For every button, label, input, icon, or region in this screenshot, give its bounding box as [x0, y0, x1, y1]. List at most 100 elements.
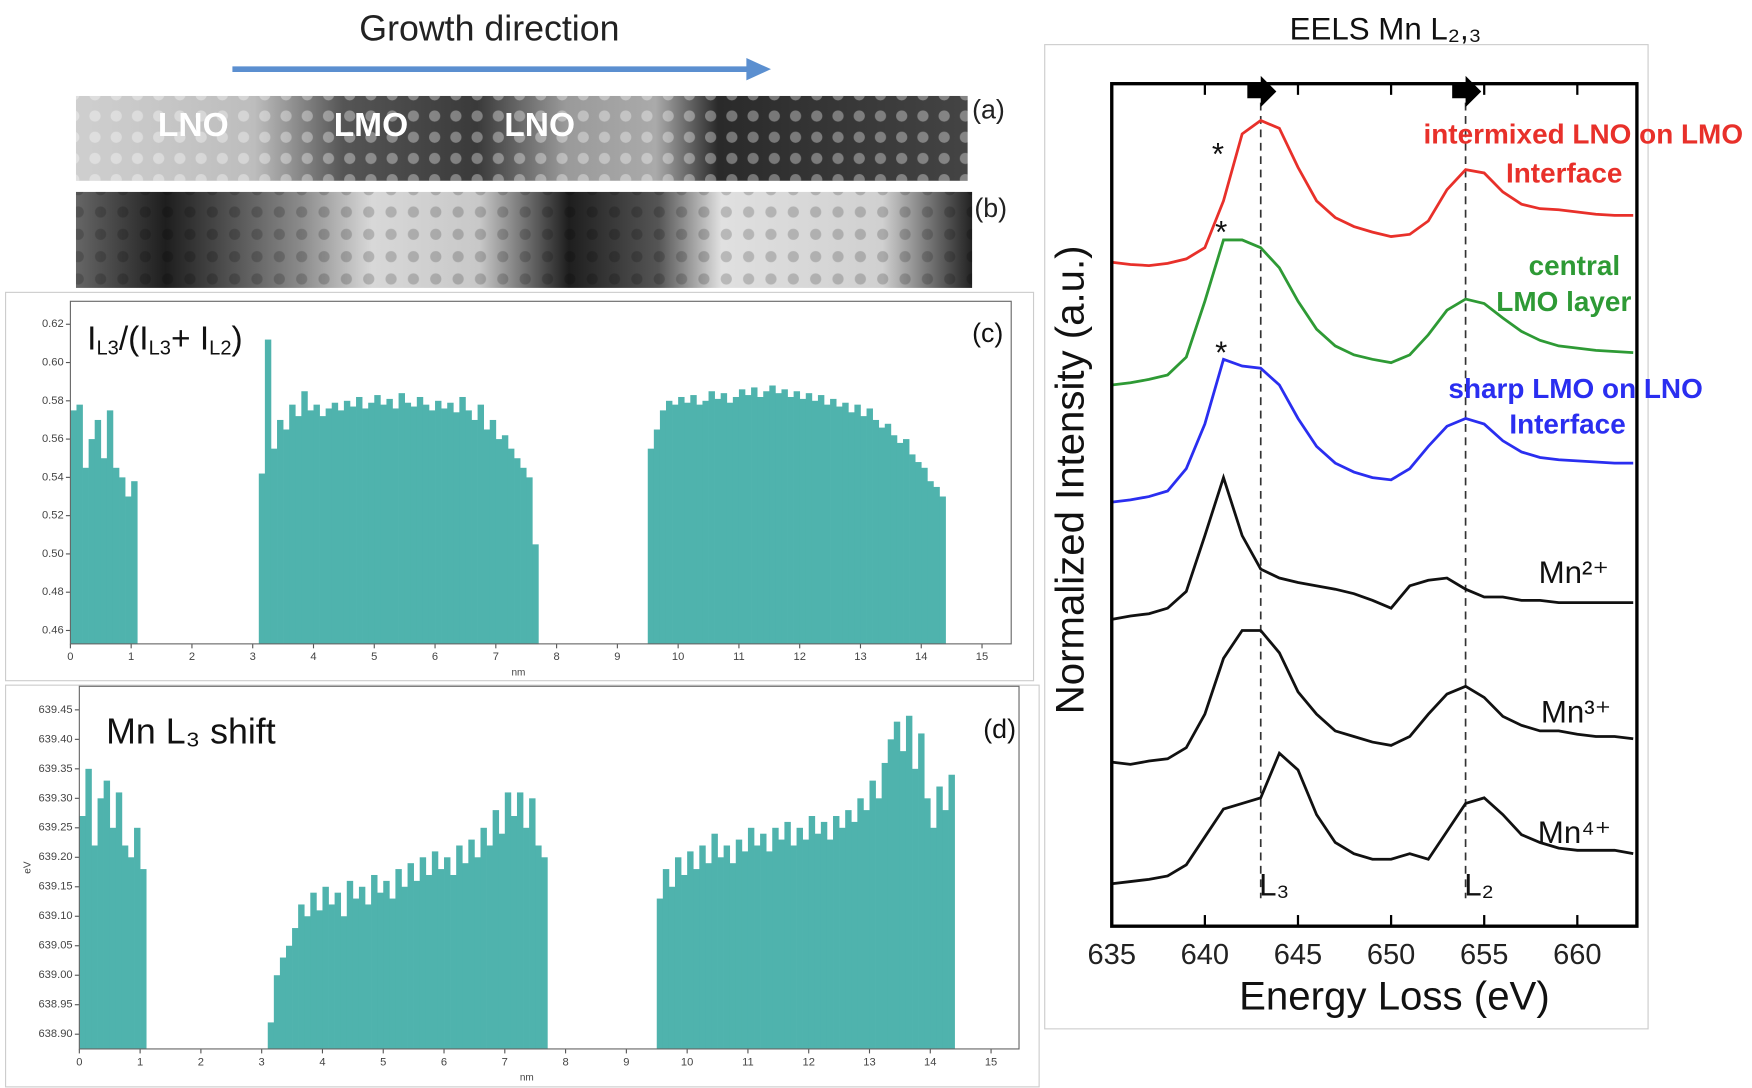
- bar: [109, 827, 117, 1049]
- x-tick-label: 15: [976, 651, 988, 663]
- title-part: L3: [96, 338, 118, 360]
- bar: [814, 833, 822, 1049]
- bar: [337, 410, 345, 644]
- bar: [277, 419, 284, 644]
- bar: [778, 839, 785, 1049]
- bar: [91, 845, 98, 1049]
- bar: [112, 467, 120, 644]
- x-tick-label: 640: [1181, 939, 1229, 971]
- x-tick-label: 14: [915, 651, 927, 663]
- bar: [854, 404, 861, 644]
- bar: [131, 481, 138, 644]
- bar: [340, 916, 348, 1049]
- bar: [824, 404, 831, 644]
- y-tick-label: 639.45: [38, 704, 72, 716]
- bar: [292, 928, 299, 1049]
- bar: [535, 845, 542, 1049]
- bar: [270, 448, 278, 644]
- y-tick-label: 0.54: [42, 471, 64, 483]
- bar: [316, 910, 323, 1049]
- bar: [751, 387, 758, 644]
- bar: [754, 845, 761, 1049]
- y-tick-label: 639.00: [38, 969, 72, 981]
- spectrum-line: [1111, 750, 1634, 886]
- bar: [884, 423, 892, 644]
- bar: [410, 406, 418, 644]
- bar: [948, 774, 955, 1049]
- bar: [343, 400, 351, 644]
- bar: [356, 396, 363, 644]
- series-label: LMO layer: [1496, 286, 1631, 317]
- y-tick-label: 639.05: [38, 940, 72, 952]
- x-tick-label: 7: [493, 651, 499, 663]
- panel-label: (b): [974, 193, 1007, 223]
- y-tick-label: 0.58: [42, 395, 64, 407]
- bar: [471, 419, 478, 644]
- y-tick-label: 639.15: [38, 881, 72, 893]
- bar: [331, 402, 339, 644]
- bar: [349, 406, 357, 644]
- bar: [456, 845, 463, 1049]
- bar: [893, 721, 901, 1049]
- bar: [887, 739, 895, 1049]
- x-tick-label: 655: [1460, 939, 1508, 971]
- bar: [747, 827, 755, 1049]
- bar: [398, 393, 405, 644]
- bar: [656, 898, 664, 1049]
- bar: [933, 486, 940, 644]
- bar: [863, 810, 870, 1049]
- y-tick-label: 0.60: [42, 356, 64, 368]
- bar: [927, 481, 934, 644]
- bar: [459, 396, 466, 644]
- bar: [738, 389, 746, 644]
- bar: [441, 408, 448, 644]
- bar: [462, 863, 469, 1049]
- bar: [395, 869, 402, 1049]
- panel-d-frame: [5, 684, 1040, 1088]
- series-label: sharp LMO on LNO: [1448, 373, 1702, 404]
- bar: [775, 393, 782, 644]
- bar: [425, 874, 433, 1049]
- bar: [802, 839, 810, 1049]
- bar: [699, 845, 706, 1049]
- x-tick-label: 13: [863, 1056, 875, 1068]
- y-tick-label: 638.90: [38, 1028, 72, 1040]
- bar: [88, 439, 96, 644]
- bar: [413, 880, 421, 1049]
- y-axis-label: eV: [23, 861, 34, 874]
- bar: [477, 404, 485, 644]
- bar: [416, 396, 424, 644]
- bar: [836, 406, 843, 644]
- bar: [106, 410, 114, 644]
- title-part: I: [87, 320, 96, 357]
- bar: [504, 792, 512, 1049]
- bar: [799, 398, 807, 644]
- growth-arrow-head: [746, 58, 771, 81]
- bar: [890, 435, 898, 644]
- bar: [498, 833, 506, 1049]
- x-tick-label: 9: [623, 1056, 629, 1068]
- x-tick-label: 0: [67, 651, 73, 663]
- bar: [389, 898, 396, 1049]
- bar: [380, 404, 387, 644]
- bar: [486, 845, 493, 1049]
- bar: [541, 857, 548, 1049]
- bar: [483, 429, 491, 644]
- bar: [924, 798, 931, 1049]
- bar: [903, 439, 910, 644]
- x-tick-label: 660: [1553, 939, 1601, 971]
- image-a-texture: [75, 95, 968, 181]
- bar: [450, 874, 457, 1049]
- x-tick-label: 11: [733, 651, 745, 663]
- plot-frame: [78, 685, 1020, 1050]
- bar: [79, 816, 86, 1049]
- bar: [82, 467, 89, 644]
- y-tick-label: 0.50: [42, 548, 64, 560]
- series-label: intermixed LNO on LMO: [1423, 119, 1743, 150]
- y-tick-label: 0.52: [42, 510, 64, 522]
- bar: [371, 874, 378, 1049]
- x-tick-label: 3: [250, 651, 256, 663]
- bar: [726, 402, 734, 644]
- bar: [817, 395, 825, 644]
